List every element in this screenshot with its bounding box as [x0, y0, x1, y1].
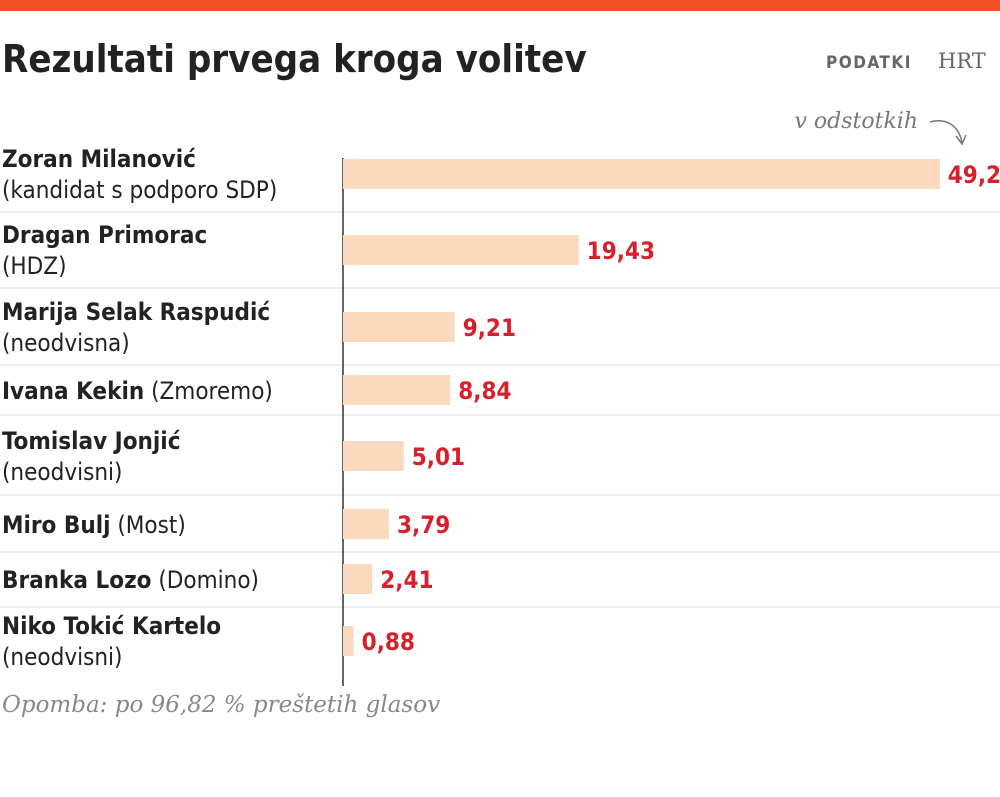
value-label: 49,20	[948, 161, 1000, 189]
category-party: (neodvisni)	[2, 643, 122, 671]
category-name: Miro Bulj	[2, 511, 111, 539]
category-party: (Most)	[117, 511, 185, 539]
chart-title: Rezultati prvega kroga volitev	[2, 37, 587, 81]
category-name: Niko Tokić Kartelo	[2, 612, 221, 640]
unit-note: v odstotkih	[794, 109, 918, 134]
source-label: PODATKI	[826, 53, 912, 73]
category-party: (Domino)	[158, 566, 259, 594]
value-label: 5,01	[412, 443, 465, 471]
category-label: Miro Bulj (Most)	[2, 511, 186, 539]
source: HRT	[938, 49, 986, 73]
category-name: Dragan Primorac	[2, 221, 207, 249]
category-party: (neodvisni)	[2, 458, 122, 486]
category-label: Ivana Kekin (Zmoremo)	[2, 377, 273, 405]
footnote: Opomba: po 96,82 % preštetih glasov	[2, 692, 440, 718]
category-name: Ivana Kekin	[2, 377, 144, 405]
value-label: 9,21	[463, 314, 516, 342]
category-name: Zoran Milanović	[2, 145, 196, 173]
category-label: Branka Lozo (Domino)	[2, 566, 259, 594]
bar	[343, 509, 389, 539]
category-name: Branka Lozo	[2, 566, 151, 594]
bar	[343, 375, 451, 405]
top-band	[0, 0, 1000, 11]
bar	[343, 159, 940, 189]
category-party: (neodvisna)	[2, 329, 130, 357]
bar	[343, 312, 455, 342]
bar	[343, 441, 404, 471]
category-party: (HDZ)	[2, 252, 67, 280]
bar	[343, 235, 579, 265]
value-label: 8,84	[458, 377, 511, 405]
value-label: 19,43	[587, 237, 655, 265]
bar	[343, 626, 354, 656]
category-name: Tomislav Jonjić	[2, 427, 181, 455]
value-label: 3,79	[397, 511, 450, 539]
category-party: (Zmoremo)	[151, 377, 273, 405]
bar	[343, 564, 373, 594]
note-arrow	[929, 120, 967, 146]
category-name: Marija Selak Raspudić	[2, 298, 270, 326]
category-party: (kandidat s podporo SDP)	[2, 176, 277, 204]
value-label: 0,88	[362, 628, 415, 656]
value-label: 2,41	[380, 566, 433, 594]
